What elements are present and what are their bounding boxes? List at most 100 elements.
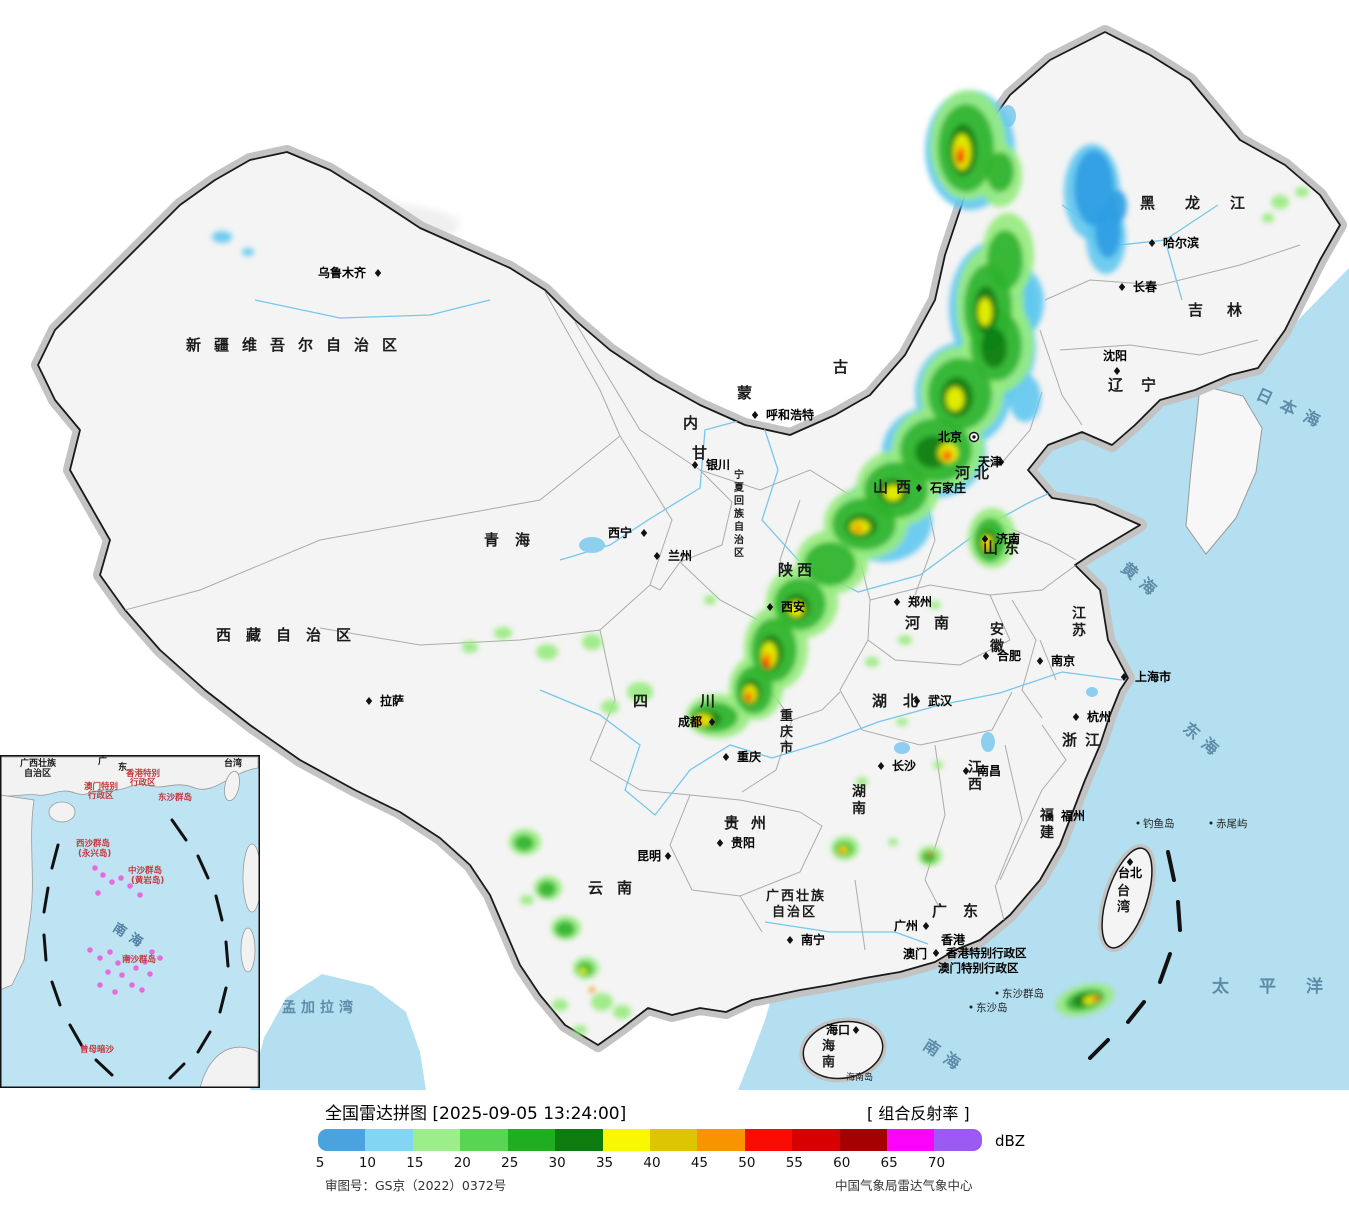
island-echo-dot [125,955,131,961]
product-label: [ 组合反射率 ] [867,1104,970,1123]
inset-label: 台湾 [224,757,242,769]
city-marker-icon [932,949,940,957]
province-label: 自治区 [772,904,817,920]
island-label: 赤尾屿 [1216,818,1248,830]
city-marker-icon [786,936,794,944]
radar-echo [613,1005,631,1019]
dbz-tick-25: 25 [501,1155,519,1171]
radar-echo [957,156,961,162]
radar-echo [1271,195,1289,209]
radar-echo [494,627,512,639]
dbz-tick-70: 70 [927,1155,946,1171]
dbz-tick-55: 55 [785,1155,803,1171]
radar-echo [981,328,1007,368]
china-radar-map: 广西壮族 自治区广东台湾 澳门特别 行政区 香港特别 行政区 东沙群岛 西沙群岛 (永兴岛) 中沙… [0,25,1349,1090]
island-echo-dot [115,960,121,966]
city-label: 广州 [894,918,918,933]
island-echo-dot [105,969,111,975]
inset-label: 香港特别 [125,768,160,779]
city-label: 上海市 [1135,669,1171,684]
radar-echo [1109,190,1127,222]
inset-label: 中沙群岛 [128,865,162,876]
province-label: 青海 [484,531,546,549]
radar-echo [589,987,595,993]
radar-echo [946,387,964,411]
city-label: 济南 [996,531,1020,546]
city-label: 天津 [978,454,1002,469]
province-label: 河南 [905,614,963,632]
city-label: 香港特别行政区 [945,946,1027,960]
city-label: 杭州 [1087,709,1111,724]
city-label: 呼和浩特 [766,407,814,422]
province-label: 山西 [873,478,919,496]
city-label: 南宁 [801,932,825,947]
city-marker-icon [365,697,373,705]
province-label: 四 [633,692,648,710]
province-label: 河北 [955,464,993,482]
dbz-scale-segment-35 [602,1129,650,1151]
island-echo-dot [109,879,115,885]
radar-echo [929,601,941,609]
city-label: 长沙 [892,758,916,773]
city-label: 武汉 [928,693,953,708]
radar-echo [693,719,699,725]
map-title: 全国雷达拼图 [2025-09-05 13:24:00] [325,1104,627,1124]
radar-echo [865,657,879,667]
dbz-tick-35: 35 [595,1155,614,1171]
inset-label: 自治区 [24,767,51,779]
radar-echo [573,1025,587,1035]
radar-echo [986,152,1014,192]
province-label: 川 [699,692,715,710]
city-label: 昆明 [637,849,661,863]
map-approval-number: 审图号：GS京（2022）0372号 [325,1178,507,1193]
dbz-unit-label: dBZ [995,1132,1026,1150]
city-marker-icon [708,718,716,726]
province-label: 江苏 [1072,605,1086,639]
taiwan-island [1098,844,1156,952]
province-label: 陕西 [778,561,816,579]
province-label: 湖北 [872,692,934,710]
city-label: 台北 [1118,865,1142,880]
city-marker-icon [691,461,699,469]
island-echo-dot [149,949,155,955]
province-label: 内 [683,414,698,432]
inset-label: (永兴岛) [78,848,111,859]
city-label: 重庆 [737,749,761,764]
radar-echo [514,835,534,851]
radar-echo [745,694,751,702]
radar-echo [933,761,943,769]
radar-echo [839,848,845,854]
inset-label: 曾母暗沙 [80,1044,115,1055]
city-marker-icon [1046,812,1054,820]
island-dot [1136,821,1140,825]
dbz-scale-segment-25 [507,1129,556,1151]
city-marker-icon [997,458,1005,466]
city-label: 成都 [678,714,702,729]
dbz-tick-65: 65 [880,1155,898,1171]
city-label: 哈尔滨 [1163,235,1199,250]
dbz-scale-segment-30 [555,1129,603,1151]
city-label: 拉萨 [380,693,404,708]
island-dot [969,1005,973,1009]
province-label: 台湾 [1117,883,1130,915]
province-label: 贵州 [724,814,778,832]
korea-peninsula [1185,384,1263,555]
dbz-scale-segment-40 [649,1129,698,1151]
city-label: 石家庄 [929,480,966,495]
dbz-tick-15: 15 [406,1155,424,1171]
dbz-scale-segment-50 [744,1129,793,1151]
island-echo-dot [119,972,125,978]
radar-echo [462,641,478,653]
city-label: 北京 [938,429,962,444]
island-echo-dot [118,875,124,881]
city-label: 沈阳 [1103,348,1127,363]
city-label: 贵阳 [731,835,755,850]
city-marker-icon [1113,367,1121,375]
dbz-tick-5: 5 [315,1155,325,1171]
radar-echo [983,541,989,549]
city-label: 澳门 [903,946,927,961]
dbz-scale-segment-15 [412,1129,461,1151]
dbz-scale-segment-45 [697,1129,745,1151]
radar-echo [853,524,863,532]
